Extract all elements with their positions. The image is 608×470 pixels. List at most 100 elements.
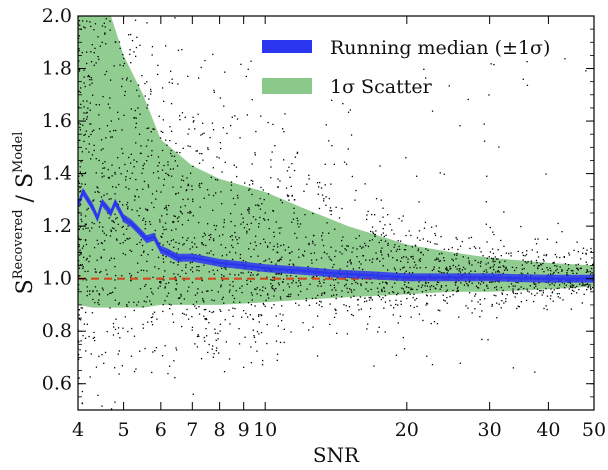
scatter-point [533,300,535,303]
scatter-point [508,286,510,288]
scatter-point [196,266,198,268]
scatter-point [150,131,152,133]
scatter-point [288,199,290,201]
scatter-point [84,133,86,136]
scatter-point [164,222,167,224]
scatter-point [271,279,273,281]
scatter-point [198,306,200,308]
scatter-point [267,193,270,195]
scatter-point [271,285,274,287]
scatter-point [347,148,349,150]
scatter-point [93,29,95,31]
scatter-point [100,256,102,258]
scatter-point [418,313,421,315]
scatter-point [335,206,337,208]
scatter-point [83,134,85,136]
scatter-point [551,291,554,293]
scatter-point [478,282,480,284]
scatter-point [81,247,84,249]
scatter-point [500,286,502,289]
scatter-point [545,305,547,307]
scatter-point [298,304,300,306]
scatter-point [148,98,150,100]
scatter-point [474,308,476,310]
scatter-point [412,255,414,258]
scatter-point [246,114,248,116]
scatter-point [378,296,381,298]
scatter-point [549,284,551,286]
scatter-point [482,255,484,257]
scatter-point [115,218,117,220]
scatter-point [312,212,314,215]
scatter-point [570,308,572,310]
scatter-point [325,124,327,126]
scatter-point [151,371,153,374]
scatter-point [225,341,227,343]
scatter-point [110,257,112,259]
scatter-point [379,165,381,167]
scatter-point [401,257,403,259]
scatter-point [258,314,260,316]
scatter-point [97,56,99,58]
scatter-point [487,339,489,341]
scatter-point [109,20,111,22]
scatter-point [516,307,518,310]
scatter-point [267,219,269,221]
scatter-point [356,248,358,250]
scatter-point [358,235,360,237]
scatter-point [180,211,182,213]
scatter-point [162,233,164,235]
scatter-point [275,263,277,265]
scatter-point [391,291,394,293]
scatter-point [86,116,88,118]
scatter-point [90,61,93,63]
scatter-point [247,316,249,318]
scatter-point [460,282,462,284]
scatter-point [436,281,439,283]
scatter-point [517,250,519,253]
scatter-point [458,264,460,267]
scatter-point [398,217,400,220]
scatter-point [347,261,349,263]
scatter-point [187,184,189,187]
scatter-point [492,231,494,233]
scatter-point [581,284,583,286]
scatter-point [100,270,102,273]
scatter-point [558,287,560,289]
scatter-point [554,253,556,256]
scatter-point [151,150,153,152]
scatter-point [372,258,374,260]
scatter-point [232,246,234,249]
scatter-point [92,298,94,301]
scatter-point [284,113,286,115]
scatter-point [81,183,83,185]
scatter-point [110,120,112,122]
scatter-point [180,206,182,208]
scatter-point [566,273,568,275]
scatter-point [283,328,285,330]
scatter-point [259,208,262,210]
scatter-point [298,248,300,251]
scatter-point [215,178,217,181]
scatter-point [273,290,276,292]
scatter-point [281,305,283,307]
scatter-point [424,221,427,224]
scatter-point [78,354,80,356]
scatter-point [89,102,91,104]
scatter-point [489,267,491,269]
scatter-point [207,351,209,354]
scatter-point [413,306,415,309]
scatter-point [160,282,162,284]
scatter-point [236,239,238,241]
scatter-point [103,232,105,234]
scatter-point [79,171,81,173]
scatter-point [356,282,359,285]
scatter-point [316,182,319,184]
scatter-point [169,365,171,367]
scatter-point [566,271,568,274]
scatter-point [258,205,260,207]
scatter-point [87,75,89,78]
scatter-point [129,249,131,251]
scatter-point [205,318,207,321]
scatter-point [456,288,459,290]
